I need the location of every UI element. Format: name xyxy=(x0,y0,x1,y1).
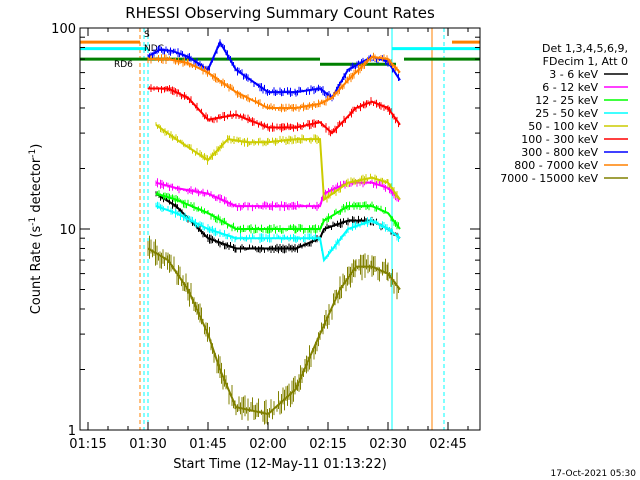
series-4 xyxy=(155,122,401,203)
x-tick-label: 02:00 xyxy=(249,437,286,452)
series-6 xyxy=(147,39,401,102)
legend-label: 25 - 50 keV xyxy=(535,107,598,120)
series-2 xyxy=(155,190,401,234)
series-noise xyxy=(147,235,399,425)
y-tick-label: 1 xyxy=(68,424,76,439)
x-tick-label: 01:30 xyxy=(129,437,166,452)
x-axis: 01:15 01:30 01:45 02:00 02:15 02:30 02:45 xyxy=(69,28,469,452)
series-noise xyxy=(147,84,399,137)
x-tick-label: 02:45 xyxy=(429,437,466,452)
series-5 xyxy=(147,84,401,137)
y-axis-label-mid: detector xyxy=(29,157,44,217)
legend-label: 7000 - 15000 keV xyxy=(500,172,598,185)
series-noise xyxy=(147,52,399,113)
x-tick-label: 01:45 xyxy=(189,437,226,452)
legend-label: 50 - 100 keV xyxy=(528,120,598,133)
series-noise xyxy=(155,190,399,234)
y-axis-label-main: Count Rate (s xyxy=(29,226,44,315)
legend-header-line-2: FDecim 1, Att 0 xyxy=(543,55,628,68)
legend-label: 800 - 7000 keV xyxy=(514,159,598,172)
annotation-label: S xyxy=(144,30,150,40)
series-3 xyxy=(155,201,401,263)
legend-label: 6 - 12 keV xyxy=(542,81,598,94)
legend-header-line-1: Det 1,3,4,5,6,9, xyxy=(542,42,628,55)
series-noise xyxy=(155,122,399,203)
chart-title: RHESSI Observing Summary Count Rates xyxy=(125,4,435,22)
series-line xyxy=(155,123,401,202)
legend-label: 100 - 300 keV xyxy=(521,133,598,146)
series-noise xyxy=(155,201,399,262)
y-axis: 1 10 100 xyxy=(51,22,480,439)
y-tick-label: 10 xyxy=(59,223,76,238)
annotation-label: RD6 xyxy=(114,60,133,70)
series-8 xyxy=(147,235,401,425)
x-tick-label: 01:15 xyxy=(69,437,106,452)
legend-label: 12 - 25 keV xyxy=(535,94,598,107)
legend-label: 300 - 800 keV xyxy=(521,146,598,159)
plot-area: RD6 S NDC xyxy=(79,28,480,430)
x-axis-label: Start Time (12-May-11 01:13:22) xyxy=(173,457,387,472)
generation-timestamp: 17-Oct-2021 05:30 xyxy=(551,469,637,479)
y-axis-label-sup1: -1 xyxy=(28,217,38,226)
x-tick-label: 02:15 xyxy=(309,437,346,452)
y-axis-label-sup2: -1 xyxy=(28,149,38,158)
annotation-label: NDC xyxy=(144,44,164,54)
x-tick-label: 02:30 xyxy=(369,437,406,452)
y-tick-label: 100 xyxy=(51,22,76,37)
legend-label: 3 - 6 keV xyxy=(549,68,598,81)
y-axis-label-end: ) xyxy=(29,144,44,149)
series-7 xyxy=(147,52,401,113)
y-axis-label: Count Rate (s-1 detector-1) xyxy=(28,144,44,315)
legend: Det 1,3,4,5,6,9, FDecim 1, Att 0 3 - 6 k… xyxy=(500,42,628,185)
